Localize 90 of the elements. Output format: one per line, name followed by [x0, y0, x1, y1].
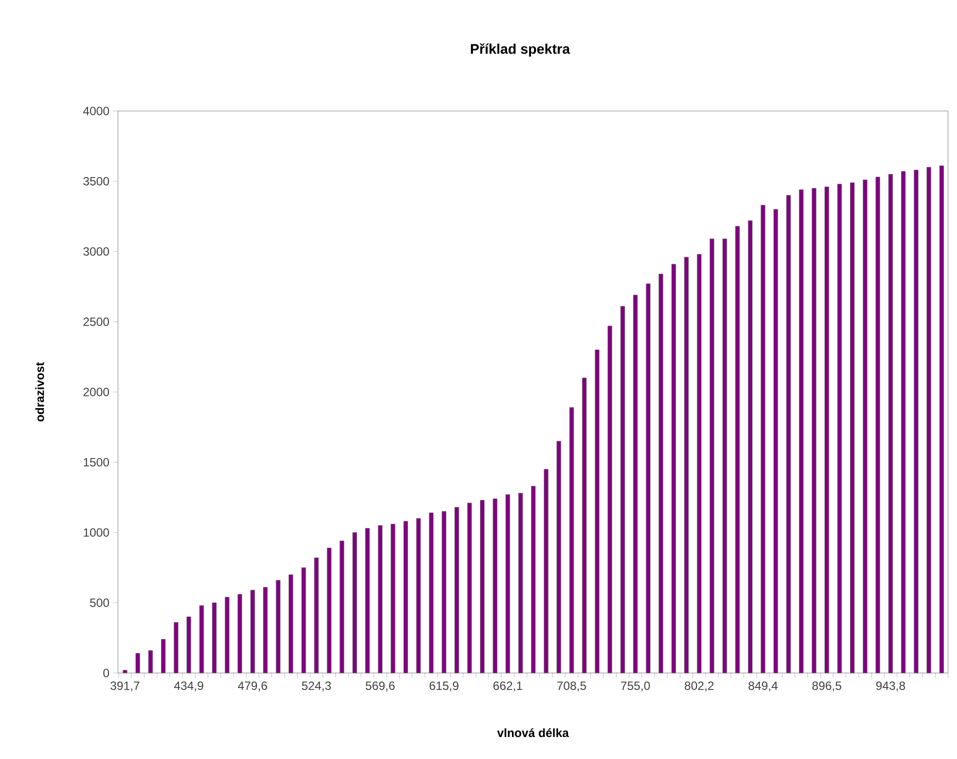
- bar: [531, 486, 536, 674]
- bar: [646, 284, 650, 674]
- y-tick-label: 3000: [83, 247, 110, 256]
- bar: [506, 494, 510, 674]
- bar: [467, 502, 472, 674]
- x-tick-label: 615,9: [430, 682, 458, 692]
- bar: [378, 525, 382, 674]
- bar: [314, 558, 319, 674]
- x-tick-label: 391,7: [110, 682, 140, 692]
- bar: [518, 492, 523, 674]
- bar: [288, 574, 294, 674]
- bar: [862, 180, 868, 674]
- bar: [263, 587, 268, 674]
- y-tick-label: 4000: [83, 106, 110, 116]
- bar: [926, 166, 932, 674]
- bar: [326, 548, 332, 674]
- x-tick-label: 569,6: [366, 682, 395, 692]
- bar: [492, 498, 498, 674]
- bar: [684, 256, 689, 674]
- bar: [760, 204, 766, 674]
- y-tick-label: 1000: [84, 528, 110, 537]
- bar: [939, 166, 944, 674]
- bar: [352, 532, 357, 674]
- bar: [914, 170, 918, 674]
- bar: [148, 650, 153, 674]
- bar: [837, 184, 842, 674]
- x-tick-label: 434,9: [174, 682, 204, 692]
- y-tick-label: 2000: [83, 388, 110, 396]
- bar: [633, 294, 638, 674]
- x-tick-label: 849,4: [748, 682, 778, 692]
- x-axis-title: vlnová délka: [497, 728, 569, 738]
- x-tick-label: 943,8: [876, 682, 906, 692]
- bar: [812, 188, 816, 674]
- bar: [340, 540, 344, 674]
- x-tick-label: 524,3: [302, 682, 331, 692]
- bar: [403, 521, 408, 674]
- x-tick-label: 708,5: [557, 682, 586, 692]
- bar: [161, 639, 166, 674]
- x-tick-label: 896,5: [812, 682, 842, 692]
- bar: [174, 622, 178, 674]
- chart-title: Příklad spektra: [470, 43, 570, 57]
- bar: [556, 440, 562, 674]
- bar: [608, 326, 612, 674]
- x-tick-label: 662,1: [493, 682, 522, 692]
- bar: [301, 567, 306, 674]
- bar: [186, 616, 192, 674]
- bar: [569, 407, 574, 674]
- bar: [774, 209, 778, 674]
- bar: [696, 254, 702, 674]
- bar: [250, 590, 255, 674]
- bar: [454, 506, 460, 674]
- bar: [901, 171, 906, 674]
- x-tick-label: 755,0: [621, 682, 650, 692]
- bar: [824, 186, 830, 674]
- bar: [276, 580, 280, 674]
- bar: [480, 500, 485, 674]
- bar: [122, 670, 128, 674]
- bar: [429, 512, 434, 674]
- bar: [888, 174, 893, 674]
- x-tick-label: 802,2: [684, 682, 714, 692]
- y-tick-label: 0: [103, 668, 110, 678]
- bar: [212, 602, 217, 674]
- bar: [658, 274, 664, 674]
- bar: [544, 469, 548, 674]
- bar: [365, 528, 370, 674]
- bar: [620, 306, 625, 674]
- bar: [442, 511, 446, 674]
- y-tick-label: 3500: [83, 177, 110, 186]
- bar: [850, 182, 855, 674]
- bar: [594, 350, 600, 674]
- bar: [224, 596, 230, 674]
- y-tick-label: 500: [90, 598, 110, 607]
- bar: [238, 594, 242, 674]
- y-tick-label: 1500: [84, 458, 110, 466]
- bar: [416, 518, 421, 674]
- y-tick-label: 2500: [83, 318, 110, 326]
- x-tick-label: 479,6: [238, 682, 268, 692]
- bar: [876, 176, 880, 674]
- bar: [735, 226, 740, 674]
- bar: [136, 653, 140, 674]
- bar: [748, 220, 752, 674]
- bar: [722, 238, 727, 674]
- bar: [799, 189, 804, 674]
- bar: [671, 264, 676, 674]
- bar: [710, 238, 714, 674]
- bar: [582, 378, 587, 674]
- bar: [199, 605, 204, 674]
- y-axis-title: odrazivost: [35, 362, 44, 422]
- bar: [786, 195, 791, 674]
- bar: [390, 524, 396, 674]
